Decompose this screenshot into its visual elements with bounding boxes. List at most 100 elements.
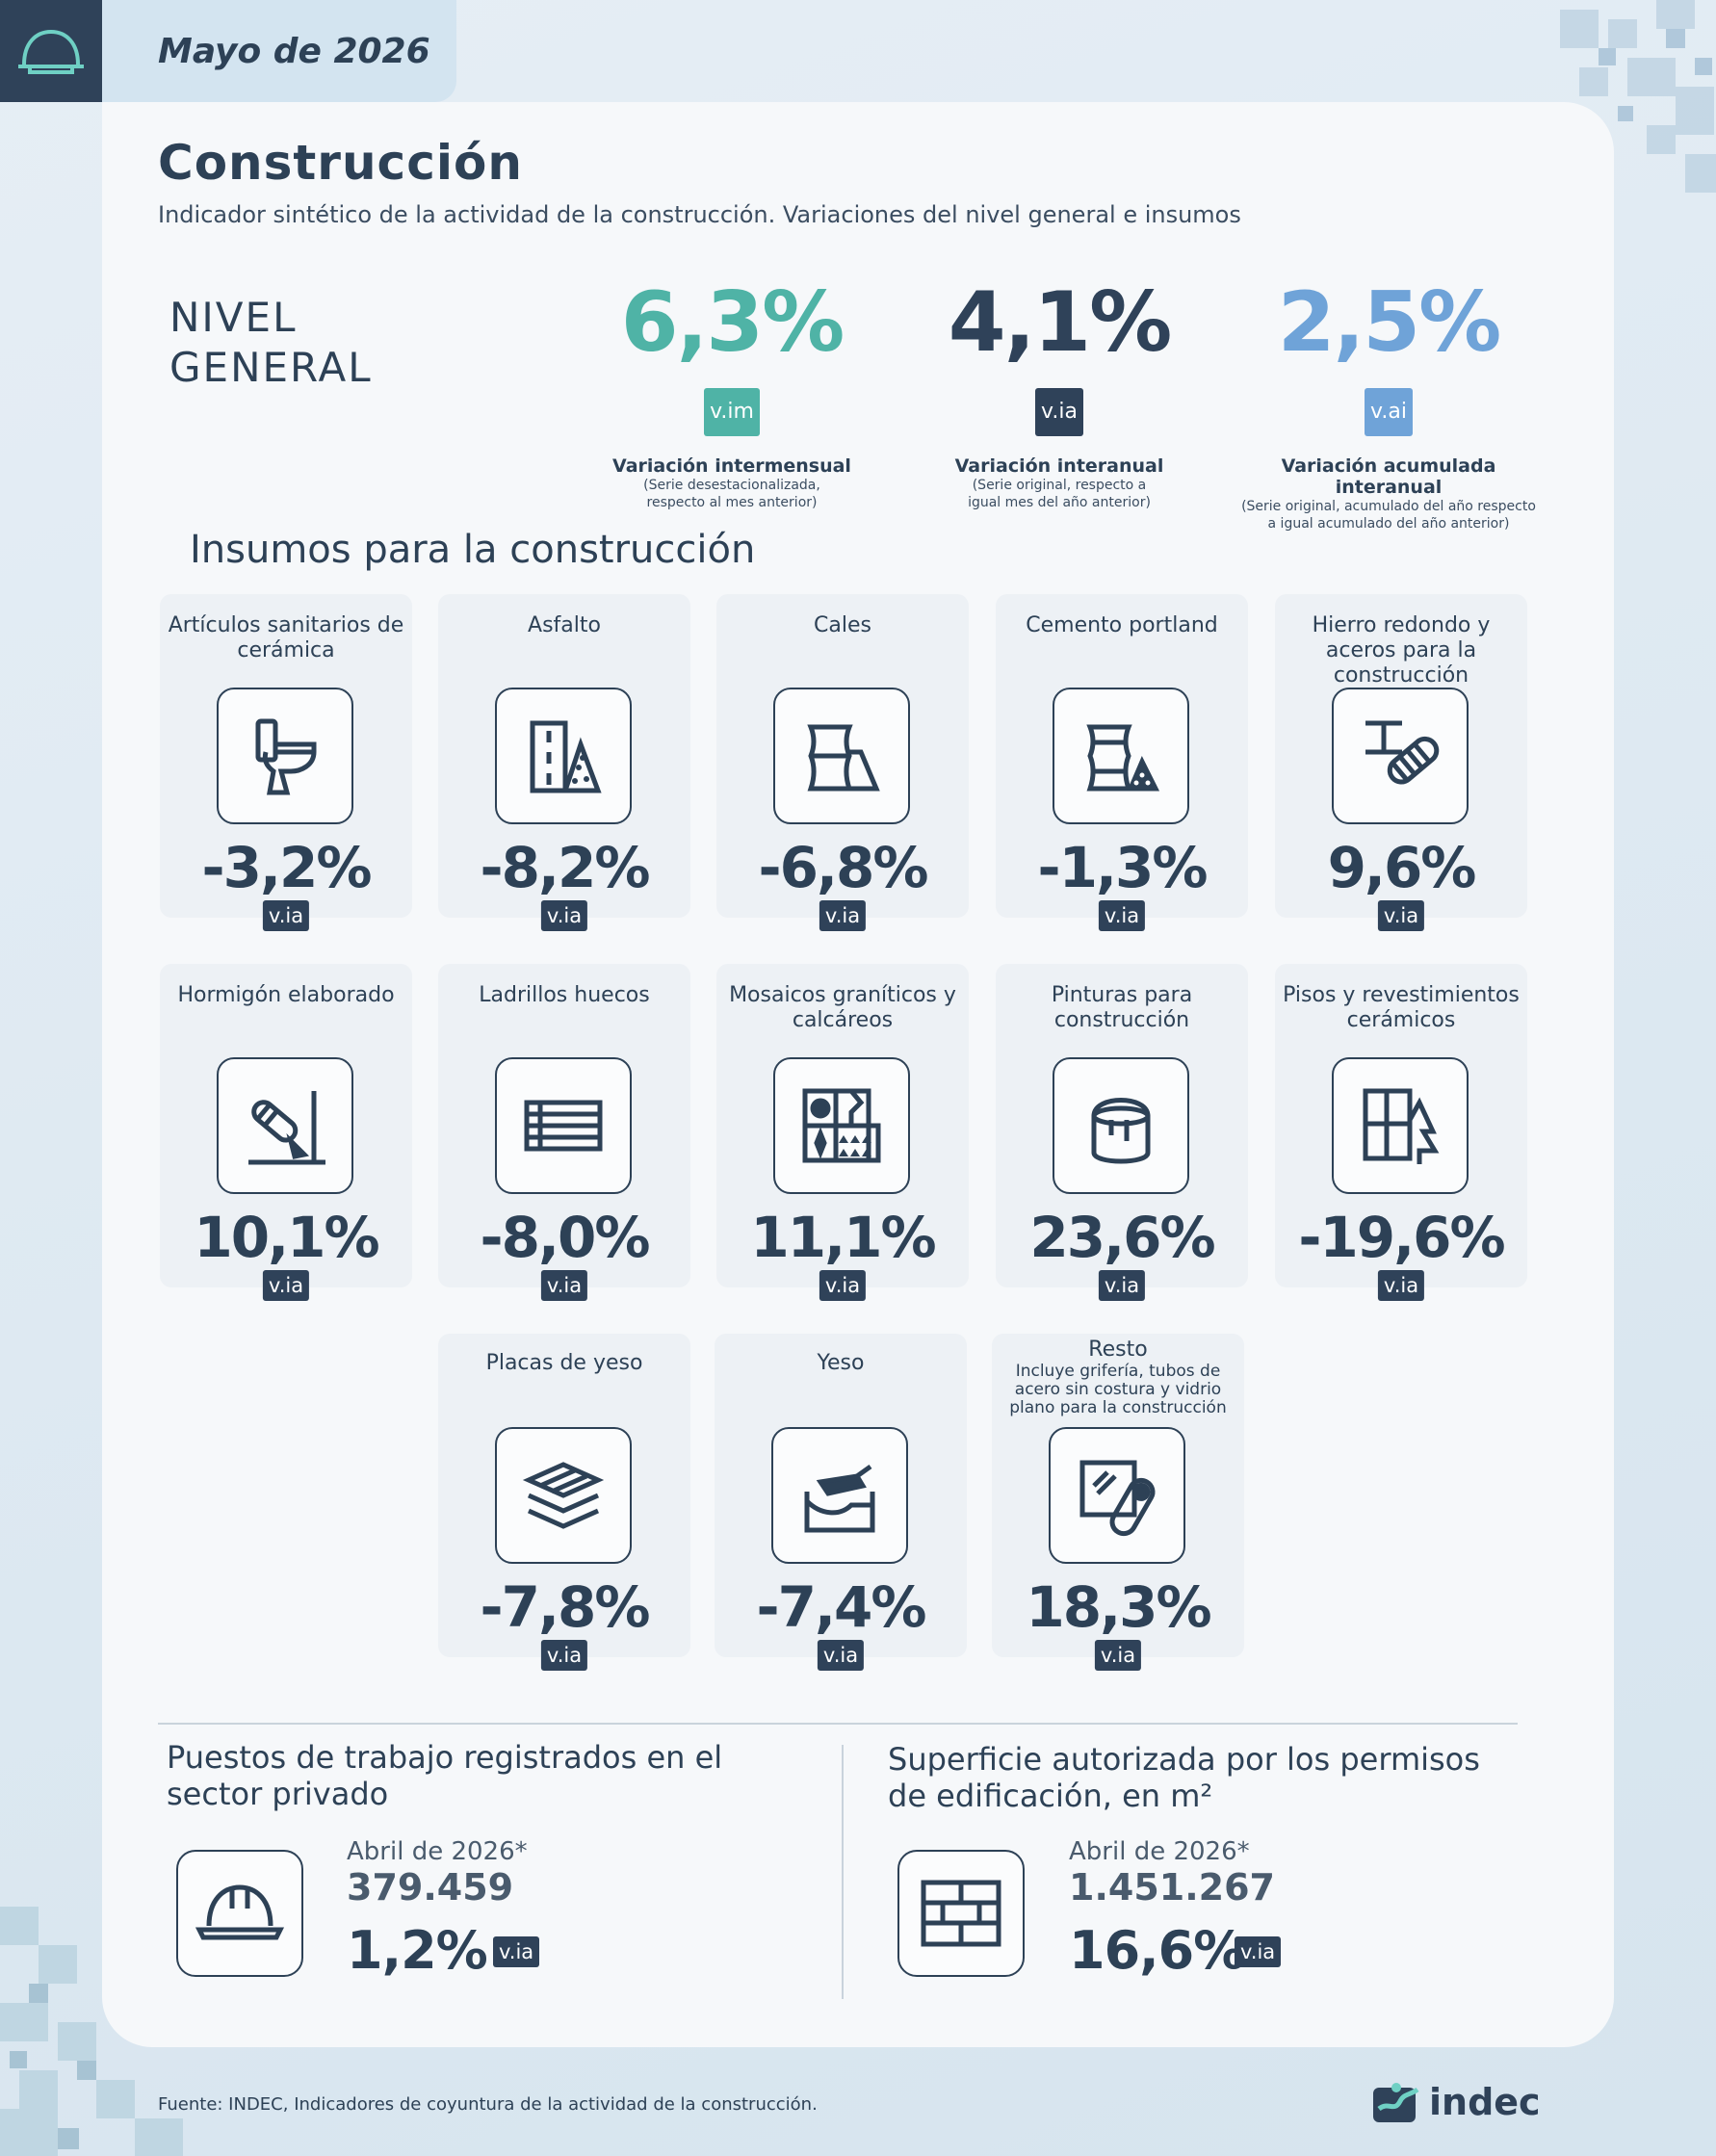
superficie-tag: v.ia <box>1235 1936 1282 1967</box>
nivel-label-line1: NIVEL <box>169 294 298 341</box>
insumo-tag: v.ia <box>540 1640 588 1671</box>
insumo-value: -8,2% <box>480 835 651 900</box>
cement-bags-icon <box>1053 688 1189 824</box>
insumo-tile: Cales -6,8% v.ia <box>716 594 969 931</box>
insumo-tile: Cemento portland -1,3% v.ia <box>996 594 1248 931</box>
insumo-subtext: Incluye grifería, tubos de acero sin cos… <box>1009 1362 1227 1417</box>
kpi-acumulada: 2,5% v.ai Variación acumulada interanual… <box>1225 274 1552 533</box>
insumo-tile: Hierro redondo y aceros para la construc… <box>1275 594 1527 931</box>
hard-hat-icon <box>18 29 84 74</box>
insumo-tag: v.ia <box>540 900 588 931</box>
kpi-note: (Serie desestacionalizada, <box>643 478 820 493</box>
insumo-value: 10,1% <box>194 1205 379 1270</box>
insumo-tile: Asfalto -8,2% v.ia <box>438 594 690 931</box>
kpi-value: 2,5% <box>1277 274 1502 371</box>
superficie-title-line2: de edificación, en m² <box>888 1778 1213 1814</box>
insumo-value: -3,2% <box>201 835 373 900</box>
report-date: Mayo de 2026 <box>158 31 430 71</box>
superficie-icon-box <box>897 1850 1025 1977</box>
insumo-value: -8,0% <box>480 1205 651 1270</box>
superficie-title-line1: Superficie autorizada por los permisos <box>888 1741 1480 1778</box>
insumo-name: Cales <box>814 613 871 637</box>
insumo-name: Ladrillos huecos <box>479 983 650 1007</box>
insumo-tag: v.ia <box>1098 1270 1146 1301</box>
concrete-icon <box>217 1057 353 1194</box>
insumo-name: Cemento portland <box>1026 613 1218 637</box>
plaster-icon <box>771 1427 908 1564</box>
insumo-value: -7,8% <box>480 1574 651 1640</box>
insumo-tile: Hormigón elaborado 10,1% v.ia <box>160 964 412 1301</box>
toilet-icon <box>217 688 353 824</box>
brick-wall-icon <box>921 1880 1001 1947</box>
pixel-decoration-bottom <box>0 1907 183 2156</box>
insumo-name: Pisos y revestimientos cerámicos <box>1283 983 1520 1032</box>
insumo-value: -19,6% <box>1298 1205 1505 1270</box>
insumo-value: -7,4% <box>756 1574 927 1640</box>
insumo-tag: v.ia <box>819 1270 867 1301</box>
insumo-name: Hierro redondo y aceros para la construc… <box>1312 613 1491 688</box>
kpi-label: Variación acumulada interanual <box>1281 455 1496 498</box>
nivel-label-line2: GENERAL <box>169 344 373 391</box>
indec-logo: indec <box>1371 2080 1541 2124</box>
superficie-date: Abril de 2026* <box>1069 1837 1250 1866</box>
insumos-title: Insumos para la construcción <box>190 528 756 572</box>
empleo-title-line1: Puestos de trabajo registrados en el <box>167 1739 723 1776</box>
kpi-note: igual mes del año anterior) <box>968 495 1151 510</box>
insumo-tag: v.ia <box>1094 1640 1142 1671</box>
empleo-icon-box <box>176 1850 303 1977</box>
insumo-name: Hormigón elaborado <box>177 983 395 1007</box>
pixel-decoration-top <box>1560 0 1716 193</box>
hard-hat-icon <box>195 1884 285 1940</box>
insumo-name: Placas de yeso <box>485 1351 643 1375</box>
logo-box <box>0 0 102 102</box>
superficie-number: 1.451.267 <box>1069 1866 1275 1909</box>
superficie-pct: 16,6% <box>1069 1920 1245 1981</box>
insumo-tag: v.ia <box>262 1270 310 1301</box>
column-divider <box>842 1745 844 1999</box>
section-divider <box>158 1723 1518 1725</box>
empleo-pct: 1,2% <box>347 1920 488 1981</box>
kpi-tag: v.im <box>704 388 760 436</box>
glass-pipe-icon <box>1049 1427 1185 1564</box>
insumo-value: 18,3% <box>1026 1574 1211 1640</box>
paint-bucket-icon <box>1053 1057 1189 1194</box>
insumo-name: Asfalto <box>528 613 601 637</box>
source-note: Fuente: INDEC, Indicadores de coyuntura … <box>158 2094 818 2115</box>
kpi-note: respecto al mes anterior) <box>646 495 818 510</box>
insumo-tag: v.ia <box>817 1640 865 1671</box>
indec-wordmark: indec <box>1429 2081 1541 2123</box>
insumo-value: 11,1% <box>750 1205 936 1270</box>
insumo-tile: Artículos sanitarios de cerámica -3,2% v… <box>160 594 412 931</box>
kpi-note: (Serie original, acumulado del año respe… <box>1241 499 1536 514</box>
insumo-tag: v.ia <box>540 1270 588 1301</box>
road-icon <box>495 688 632 824</box>
empleo-title: Puestos de trabajo registrados en el sec… <box>167 1739 722 1812</box>
insumo-tile: Yeso -7,4% v.ia <box>715 1334 967 1671</box>
insumo-value: 23,6% <box>1029 1205 1215 1270</box>
insumo-tile: Mosaicos graníticos y calcáreos 11,1% v.… <box>716 964 969 1301</box>
superficie-title: Superficie autorizada por los permisos d… <box>888 1741 1480 1814</box>
empleo-number: 379.459 <box>347 1866 514 1909</box>
kpi-tag: v.ia <box>1035 388 1083 436</box>
insumo-name-text: Resto <box>1088 1338 1148 1362</box>
indec-logo-icon <box>1373 2083 1419 2122</box>
steel-beam-icon <box>1332 688 1469 824</box>
insumo-tag: v.ia <box>262 900 310 931</box>
kpi-label: Variación intermensual <box>612 455 851 477</box>
kpi-tag: v.ai <box>1365 388 1413 436</box>
insumo-tile: Resto Incluye grifería, tubos de acero s… <box>992 1334 1244 1671</box>
insumo-tile: Pinturas para construcción 23,6% v.ia <box>996 964 1248 1301</box>
insumo-tag: v.ia <box>1377 900 1425 931</box>
insumo-value: 9,6% <box>1327 835 1477 900</box>
insumo-name: Artículos sanitarios de cerámica <box>168 613 404 662</box>
insumo-value: -1,3% <box>1037 835 1209 900</box>
kpi-note: (Serie original, respecto a <box>972 478 1147 493</box>
insumo-tile: Pisos y revestimientos cerámicos -19,6% … <box>1275 964 1527 1301</box>
insumo-tile: Ladrillos huecos -8,0% v.ia <box>438 964 690 1301</box>
insumo-tag: v.ia <box>1098 900 1146 931</box>
bags-icon <box>773 688 910 824</box>
empleo-title-line2: sector privado <box>167 1776 389 1812</box>
mosaic-icon <box>773 1057 910 1194</box>
kpi-note: a igual acumulado del año anterior) <box>1267 516 1510 532</box>
insumo-tag: v.ia <box>819 900 867 931</box>
